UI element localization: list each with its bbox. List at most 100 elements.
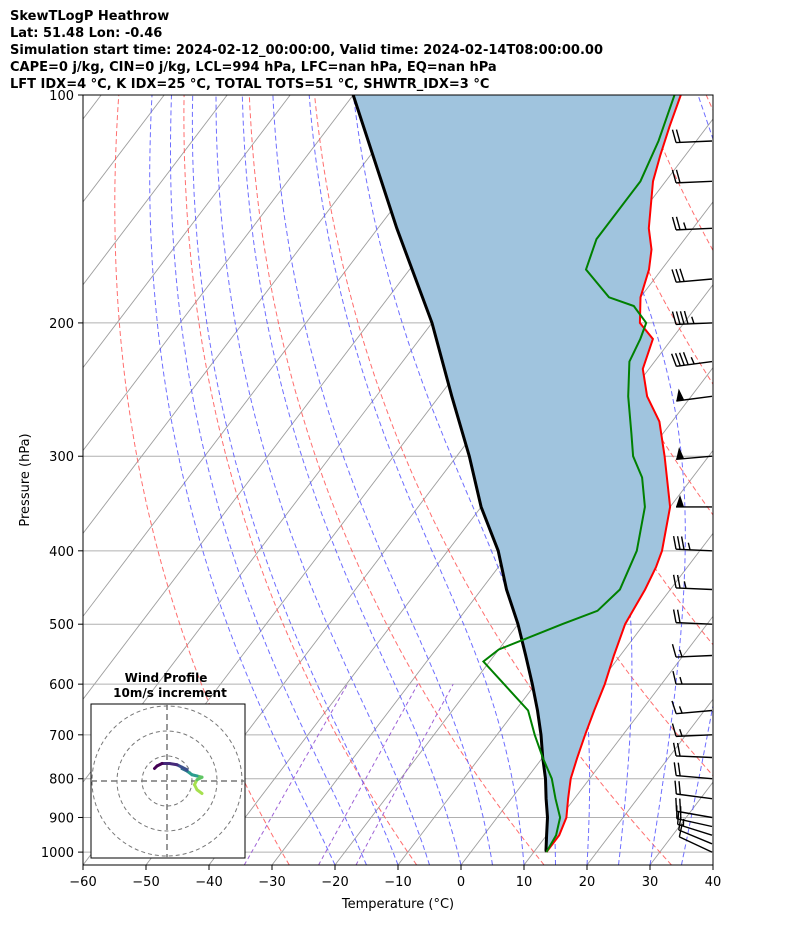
- barb-feather: [675, 797, 678, 812]
- barb-staff: [679, 836, 713, 853]
- barb-feather: [675, 129, 681, 143]
- barb-feather: [676, 574, 681, 589]
- barb-feather: [672, 574, 677, 589]
- mixing-ratio-line: [355, 683, 454, 865]
- y-tick-label: 1000: [41, 846, 74, 861]
- barb-feather: [671, 269, 677, 283]
- barb-half-feather: [679, 728, 683, 737]
- barb-feather: [672, 742, 677, 757]
- wind-barb: [676, 388, 713, 402]
- temperature-line: [545, 95, 682, 853]
- barb-staff: [676, 621, 713, 625]
- wind-barb: [674, 780, 713, 800]
- barb-staff: [676, 140, 713, 144]
- moist-adiabat: [191, 95, 399, 865]
- isotherm-line: [83, 95, 102, 120]
- moist-adiabat: [149, 95, 336, 865]
- y-tick-label: 800: [49, 773, 74, 788]
- isotherm-line: [83, 95, 228, 286]
- wind-barb: [672, 609, 713, 625]
- wind-barb: [671, 700, 713, 715]
- barb-feather: [677, 762, 681, 777]
- wind-barb: [676, 447, 713, 461]
- mixing-ratio-line: [243, 683, 348, 865]
- wind-barb: [672, 574, 713, 591]
- x-tick-label: −30: [258, 875, 285, 890]
- x-tick-label: −20: [321, 875, 348, 890]
- wind-barb: [676, 494, 712, 508]
- barb-feather: [679, 311, 685, 325]
- barb-feather: [678, 352, 685, 366]
- moist-adiabat: [215, 95, 430, 865]
- barb-staff: [676, 810, 713, 819]
- barb-feather: [671, 129, 677, 143]
- cape-line: CAPE=0 j/kg, CIN=0 j/kg, LCL=994 hPa, LF…: [10, 60, 497, 75]
- wind-barb: [671, 268, 713, 283]
- isotherm-line: [83, 95, 480, 618]
- y-axis-label: Pressure (hPa): [18, 433, 33, 526]
- barb-feather: [670, 353, 677, 367]
- barb-feather: [679, 798, 682, 812]
- dry-adiabat: [509, 95, 713, 516]
- x-tick-label: 40: [705, 875, 722, 890]
- barb-half-feather: [678, 706, 683, 714]
- moist-adiabat: [712, 862, 713, 865]
- barb-staff: [676, 278, 713, 283]
- barb-feather: [678, 781, 681, 795]
- barb-staff: [676, 654, 713, 658]
- hodograph-segment: [153, 764, 159, 770]
- y-tick-label: 900: [49, 811, 74, 826]
- barb-half-feather: [683, 222, 687, 230]
- dry-adiabat: [771, 95, 794, 865]
- wind-barb: [675, 797, 713, 819]
- chart-title: SkewTLogP Heathrow: [10, 9, 170, 24]
- parcel-profile-line: [351, 95, 550, 853]
- isotherm-line: [712, 864, 713, 865]
- barb-staff: [676, 818, 713, 828]
- barb-staff: [676, 793, 713, 800]
- barb-pennant: [676, 388, 685, 401]
- wind-barb: [672, 535, 713, 552]
- inset-subtitle: 10m/s increment: [113, 686, 227, 700]
- x-tick-label: 0: [457, 875, 465, 890]
- wind-barb: [673, 762, 713, 780]
- y-tick-label: 300: [49, 450, 74, 465]
- barb-feather: [675, 169, 681, 183]
- barb-half-feather: [687, 542, 691, 551]
- barb-feather: [675, 268, 681, 283]
- barb-staff: [676, 180, 713, 184]
- barb-half-feather: [683, 581, 687, 589]
- barb-feather: [683, 310, 689, 325]
- wind-barb: [671, 644, 713, 658]
- barb-staff: [676, 322, 713, 326]
- dewpoint-line: [481, 95, 676, 853]
- axes: −60 −50 −40 −30 −20 −10 0 10 20 30 40 100 200 300 400 5…: [41, 89, 721, 890]
- chart-header: SkewTLogP Heathrow Lat: 51.48 Lon: -0.46…: [10, 8, 603, 93]
- y-tick-label: 700: [49, 729, 74, 744]
- barb-feather: [676, 536, 681, 550]
- x-tick-label: 10: [516, 875, 533, 890]
- wind-barb: [672, 670, 712, 685]
- barb-staff: [678, 829, 713, 845]
- mixing-ratio-line: [318, 683, 419, 865]
- dry-adiabat: [314, 95, 672, 865]
- y-tick-label: 500: [49, 618, 74, 633]
- wind-profile-inset: Wind Profile 10m/s increment: [90, 671, 246, 859]
- barb-feather: [671, 216, 677, 231]
- barb-feather: [674, 780, 678, 795]
- barb-feather: [673, 762, 677, 776]
- barb-feather: [671, 169, 677, 184]
- x-axis-label: Temperature (°C): [341, 897, 454, 912]
- barb-half-feather: [691, 316, 695, 324]
- barb-staff: [676, 227, 713, 231]
- barb-feather: [671, 723, 677, 737]
- profile-lines: [351, 95, 682, 853]
- isotherm-line: [523, 615, 713, 865]
- barb-feather: [680, 536, 685, 550]
- barb-staff: [676, 734, 713, 738]
- barb-feather: [679, 268, 685, 282]
- dry-adiabat: [183, 95, 418, 865]
- y-tick-label: 600: [49, 678, 74, 693]
- wind-barb: [671, 129, 713, 144]
